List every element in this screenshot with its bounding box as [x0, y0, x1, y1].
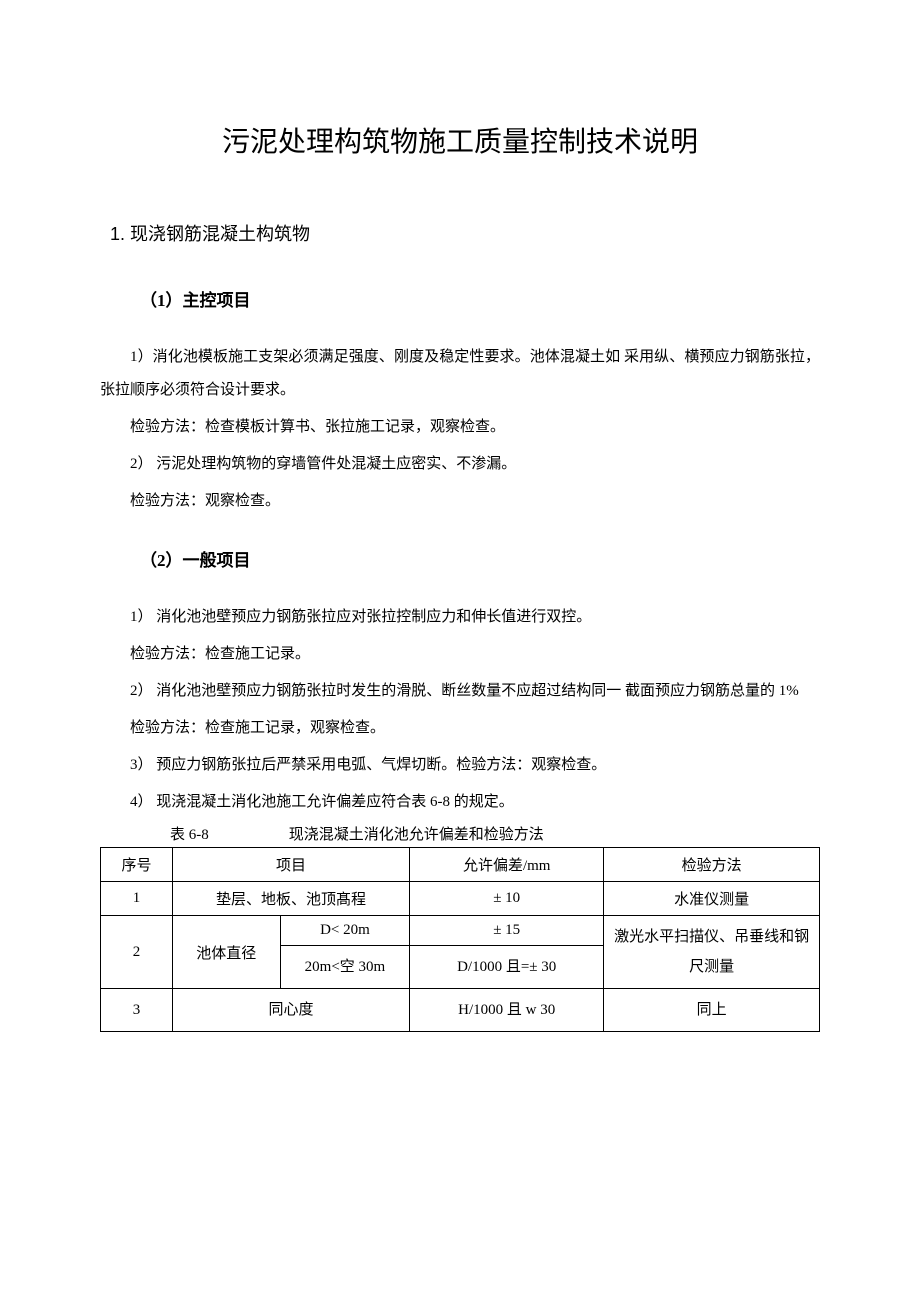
- document-title: 污泥处理构筑物施工质量控制技术说明: [100, 120, 820, 160]
- para-1-1-3: 2） 污泥处理构筑物的穿墙管件处混凝土应密实、不渗漏。: [100, 448, 820, 481]
- para-1-2-2: 检验方法：检查施工记录。: [100, 638, 820, 671]
- table-title: 现浇混凝土消化池允许偏差和检验方法: [289, 823, 544, 844]
- col-item-header: 项目: [172, 848, 409, 882]
- cell-method-2: 激光水平扫描仪、吊垂线和钢尺测量: [604, 916, 820, 989]
- table-row: 3 同心度 H/1000 且 w 30 同上: [101, 989, 820, 1032]
- subsection-1-1-body: 1）消化池模板施工支架必须满足强度、刚度及稳定性要求。池体混凝土如 采用纵、横预…: [100, 341, 820, 518]
- cell-tol-2a: ± 15: [410, 916, 604, 946]
- table-row: 1 垫层、地板、池顶髙程 ± 10 水准仪测量: [101, 882, 820, 916]
- table-header-row: 序号 项目 允许偏差/mm 检验方法: [101, 848, 820, 882]
- tolerance-table: 序号 项目 允许偏差/mm 检验方法 1 垫层、地板、池顶髙程 ± 10 水准仪…: [100, 847, 820, 1032]
- para-1-1-1: 1）消化池模板施工支架必须满足强度、刚度及稳定性要求。池体混凝土如 采用纵、横预…: [100, 341, 820, 407]
- para-1-2-3: 2） 消化池池壁预应力钢筋张拉时发生的滑脱、断丝数量不应超过结构同一 截面预应力…: [100, 675, 820, 708]
- para-1-1-4: 检验方法：观察检查。: [100, 485, 820, 518]
- cell-item-2a-cond: D< 20m: [280, 916, 409, 946]
- table-row: 2 池体直径 D< 20m ± 15 激光水平扫描仪、吊垂线和钢尺测量: [101, 916, 820, 946]
- cell-item-2-main: 池体直径: [172, 916, 280, 989]
- cell-item-2b-cond: 20m<空 30m: [280, 946, 409, 989]
- cell-seq-1: 1: [101, 882, 173, 916]
- col-method-header: 检验方法: [604, 848, 820, 882]
- col-tol-header: 允许偏差/mm: [410, 848, 604, 882]
- table-number: 表 6-8: [170, 823, 209, 844]
- cell-seq-2: 2: [101, 916, 173, 989]
- para-1-1-2: 检验方法：检查模板计算书、张拉施工记录，观察检查。: [100, 411, 820, 444]
- subsection-1-1-heading: （1）主控项目: [140, 286, 820, 311]
- cell-tol-1: ± 10: [410, 882, 604, 916]
- cell-item-1: 垫层、地板、池顶髙程: [172, 882, 409, 916]
- cell-tol-2b: D/1000 且=± 30: [410, 946, 604, 989]
- col-seq-header: 序号: [101, 848, 173, 882]
- subsection-1-2-heading: （2）一般项目: [140, 546, 820, 571]
- para-1-2-5: 3） 预应力钢筋张拉后严禁采用电弧、气焊切断。检验方法：观察检查。: [100, 749, 820, 782]
- section-1-heading: 1. 现浇钢筋混凝土构筑物: [110, 220, 820, 246]
- subsection-1-2-body: 1） 消化池池壁预应力钢筋张拉应对张拉控制应力和伸长值进行双控。 检验方法：检查…: [100, 601, 820, 819]
- para-1-2-4: 检验方法：检查施工记录，观察检查。: [100, 712, 820, 745]
- cell-item-3: 同心度: [172, 989, 409, 1032]
- para-1-2-1: 1） 消化池池壁预应力钢筋张拉应对张拉控制应力和伸长值进行双控。: [100, 601, 820, 634]
- table-caption: 表 6-8 现浇混凝土消化池允许偏差和检验方法: [170, 823, 820, 844]
- para-1-2-6: 4） 现浇混凝土消化池施工允许偏差应符合表 6-8 的规定。: [100, 786, 820, 819]
- cell-method-3: 同上: [604, 989, 820, 1032]
- cell-method-1: 水准仪测量: [604, 882, 820, 916]
- cell-seq-3: 3: [101, 989, 173, 1032]
- cell-tol-3: H/1000 且 w 30: [410, 989, 604, 1032]
